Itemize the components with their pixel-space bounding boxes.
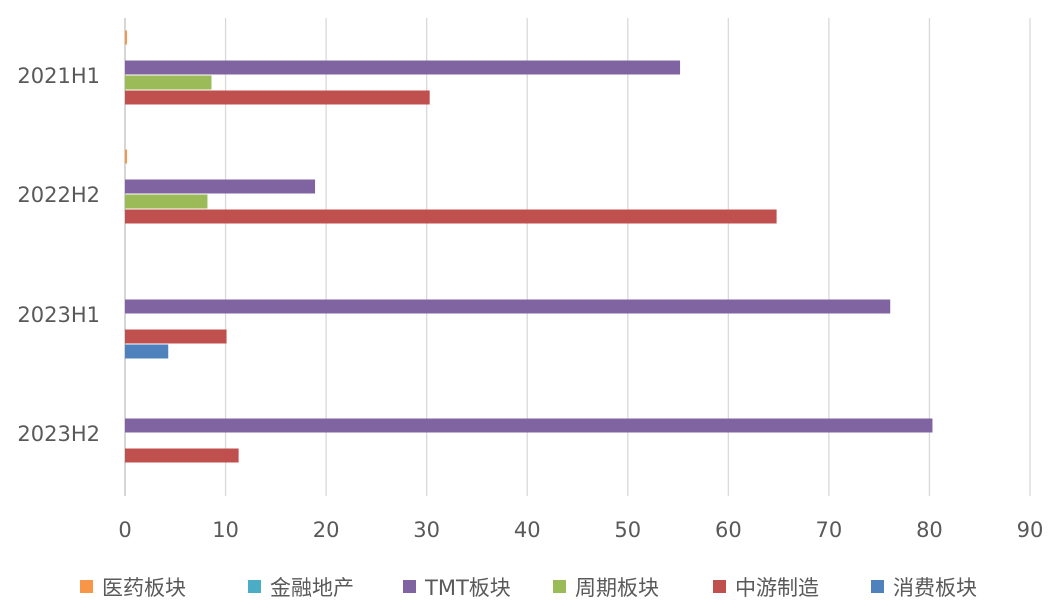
legend: 医药板块 金融地产 TMT板块 周期板块 中游制造 消费板块 — [80, 576, 977, 600]
axes: 0 10 20 30 40 50 60 70 80 90 2021H1 2022H2 2023H1 202… — [17, 64, 1043, 542]
x-tick-label: 80 — [916, 518, 943, 542]
legend-label: 金融地产 — [270, 576, 354, 600]
bar-TMT板块-2023H1 — [125, 299, 891, 314]
legend-label: TMT板块 — [424, 576, 511, 600]
bar-TMT板块-2022H2 — [125, 179, 316, 194]
bar-中游制造-2023H2 — [125, 448, 239, 463]
x-tick-label: 90 — [1017, 518, 1044, 542]
x-tick-label: 40 — [514, 518, 541, 542]
bar-中游制造-2023H1 — [125, 329, 227, 344]
legend-swatch — [80, 580, 93, 593]
bar-周期板块-2022H2 — [125, 194, 208, 209]
bar-中游制造-2021H1 — [125, 90, 430, 105]
bar-消费板块-2023H1 — [125, 344, 169, 359]
legend-swatch — [553, 580, 566, 593]
category-label: 2023H2 — [17, 422, 100, 446]
x-tick-label: 60 — [715, 518, 742, 542]
bar-TMT板块-2023H2 — [125, 418, 933, 433]
bar-医药板块-2021H1 — [125, 30, 128, 45]
bars — [125, 30, 933, 463]
x-tick-label: 20 — [313, 518, 340, 542]
legend-label: 中游制造 — [735, 576, 819, 600]
x-tick-label: 10 — [212, 518, 239, 542]
bar-周期板块-2021H1 — [125, 75, 212, 90]
bar-中游制造-2022H2 — [125, 209, 777, 224]
legend-label: 消费板块 — [893, 576, 977, 600]
category-label: 2023H1 — [17, 303, 100, 327]
x-tick-label: 50 — [614, 518, 641, 542]
bar-医药板块-2022H2 — [125, 149, 128, 164]
legend-swatch — [403, 580, 416, 593]
category-label: 2022H2 — [17, 183, 100, 207]
category-label: 2021H1 — [17, 64, 100, 88]
x-tick-label: 70 — [816, 518, 843, 542]
legend-label: 周期板块 — [575, 576, 659, 600]
legend-swatch — [713, 580, 726, 593]
legend-swatch — [871, 580, 884, 593]
bar-TMT板块-2021H1 — [125, 60, 681, 75]
legend-label: 医药板块 — [102, 576, 186, 600]
x-tick-label: 0 — [118, 518, 131, 542]
legend-swatch — [248, 580, 261, 593]
x-tick-label: 30 — [413, 518, 440, 542]
